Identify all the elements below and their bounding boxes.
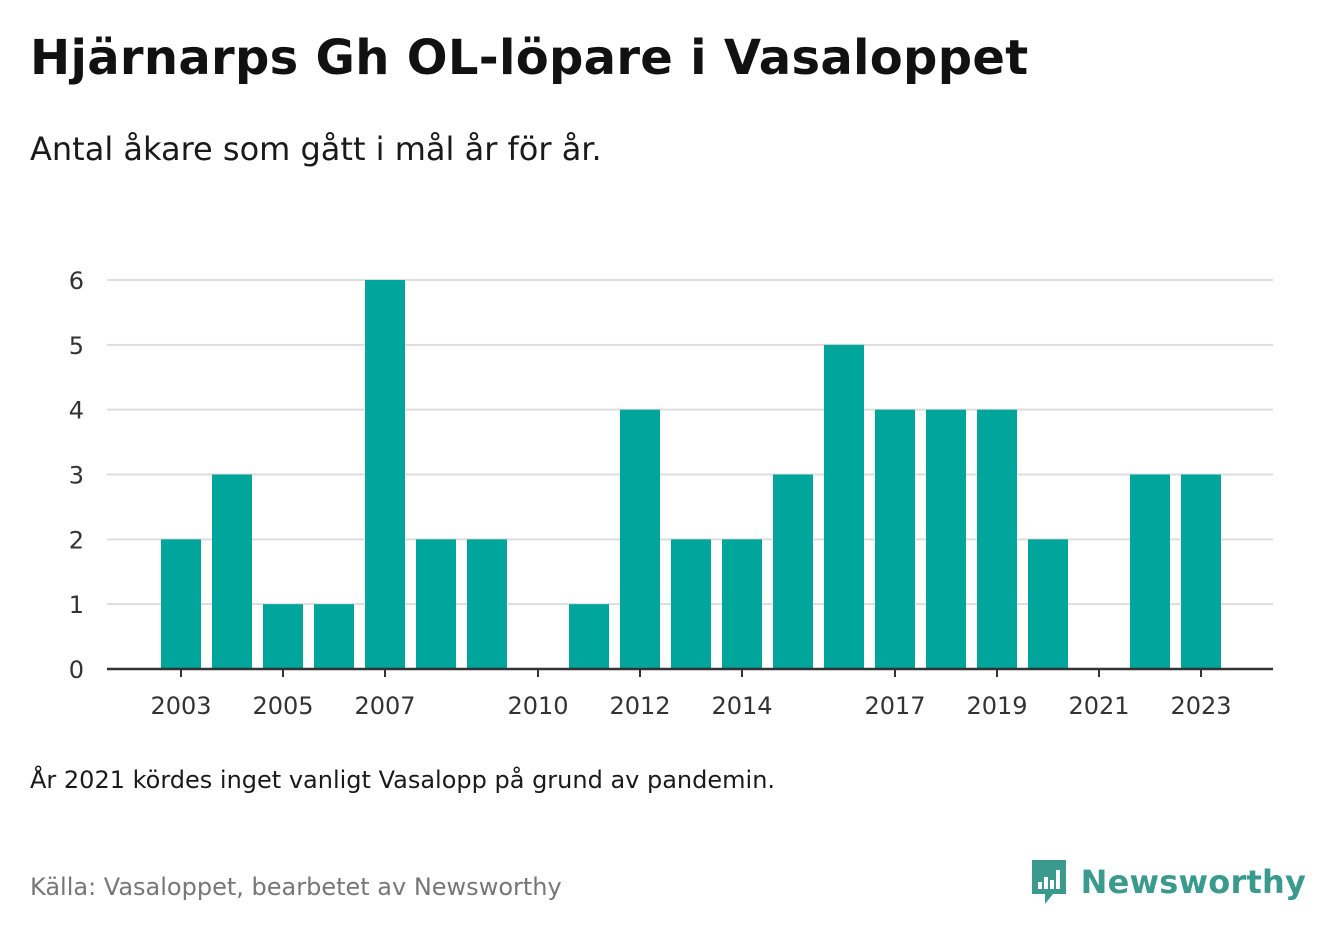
bar-2017 (875, 409, 915, 669)
chart-title: Hjärnarps Gh OL-löpare i Vasaloppet (30, 30, 1029, 86)
bar-2005 (263, 604, 303, 669)
chart-note: År 2021 kördes inget vanligt Vasalopp på… (30, 766, 776, 794)
y-tick-label: 5 (69, 332, 84, 360)
bar-2012 (620, 409, 660, 669)
bars (161, 280, 1221, 669)
bar-2008 (416, 539, 456, 669)
gridlines (107, 279, 1273, 606)
bar-2014 (722, 539, 762, 669)
chart-subtitle: Antal åkare som gått i mål år för år. (30, 130, 602, 168)
y-tick-label: 1 (69, 591, 84, 619)
bar-chart: 0 1 2 3 4 5 6 2003 2005 2007 2010 2012 2014 2017 2019… (69, 267, 1273, 720)
bar-2009 (467, 539, 507, 669)
bar-2006 (314, 604, 354, 669)
brand-logo[interactable]: Newsworthy (1029, 858, 1306, 906)
bar-2015 (773, 474, 813, 669)
bar-2004 (212, 474, 252, 669)
x-tick-label: 2017 (864, 692, 925, 720)
x-tick-label: 2003 (150, 692, 211, 720)
bar-2003 (161, 539, 201, 669)
x-tick-label: 2019 (966, 692, 1027, 720)
x-tick-label: 2012 (609, 692, 670, 720)
y-tick-label: 3 (69, 462, 84, 490)
newsworthy-logo-icon (1031, 860, 1066, 904)
x-axis-ticks: 2003 2005 2007 2010 2012 2014 2017 2019 2021 2023 (150, 669, 1232, 720)
bar-2020 (1028, 539, 1068, 669)
source-text: Källa: Vasaloppet, bearbetet av Newswort… (30, 873, 562, 901)
bar-2011 (569, 604, 609, 669)
y-tick-label: 2 (69, 526, 84, 554)
y-axis-ticks: 0 1 2 3 4 5 6 (69, 267, 84, 684)
bar-2018 (926, 409, 966, 669)
x-tick-label: 2005 (252, 692, 313, 720)
y-tick-label: 4 (69, 397, 84, 425)
x-tick-label: 2021 (1068, 692, 1129, 720)
x-tick-label: 2014 (711, 692, 772, 720)
y-tick-label: 6 (69, 267, 84, 295)
bar-2023 (1181, 474, 1221, 669)
y-tick-label: 0 (69, 656, 84, 684)
bar-2022 (1130, 474, 1170, 669)
bar-2007 (365, 280, 405, 669)
bar-2013 (671, 539, 711, 669)
x-tick-label: 2010 (507, 692, 568, 720)
bar-2016 (824, 344, 864, 669)
x-tick-label: 2007 (354, 692, 415, 720)
bar-2019 (977, 409, 1017, 669)
brand-name: Newsworthy (1080, 863, 1306, 901)
x-tick-label: 2023 (1170, 692, 1231, 720)
